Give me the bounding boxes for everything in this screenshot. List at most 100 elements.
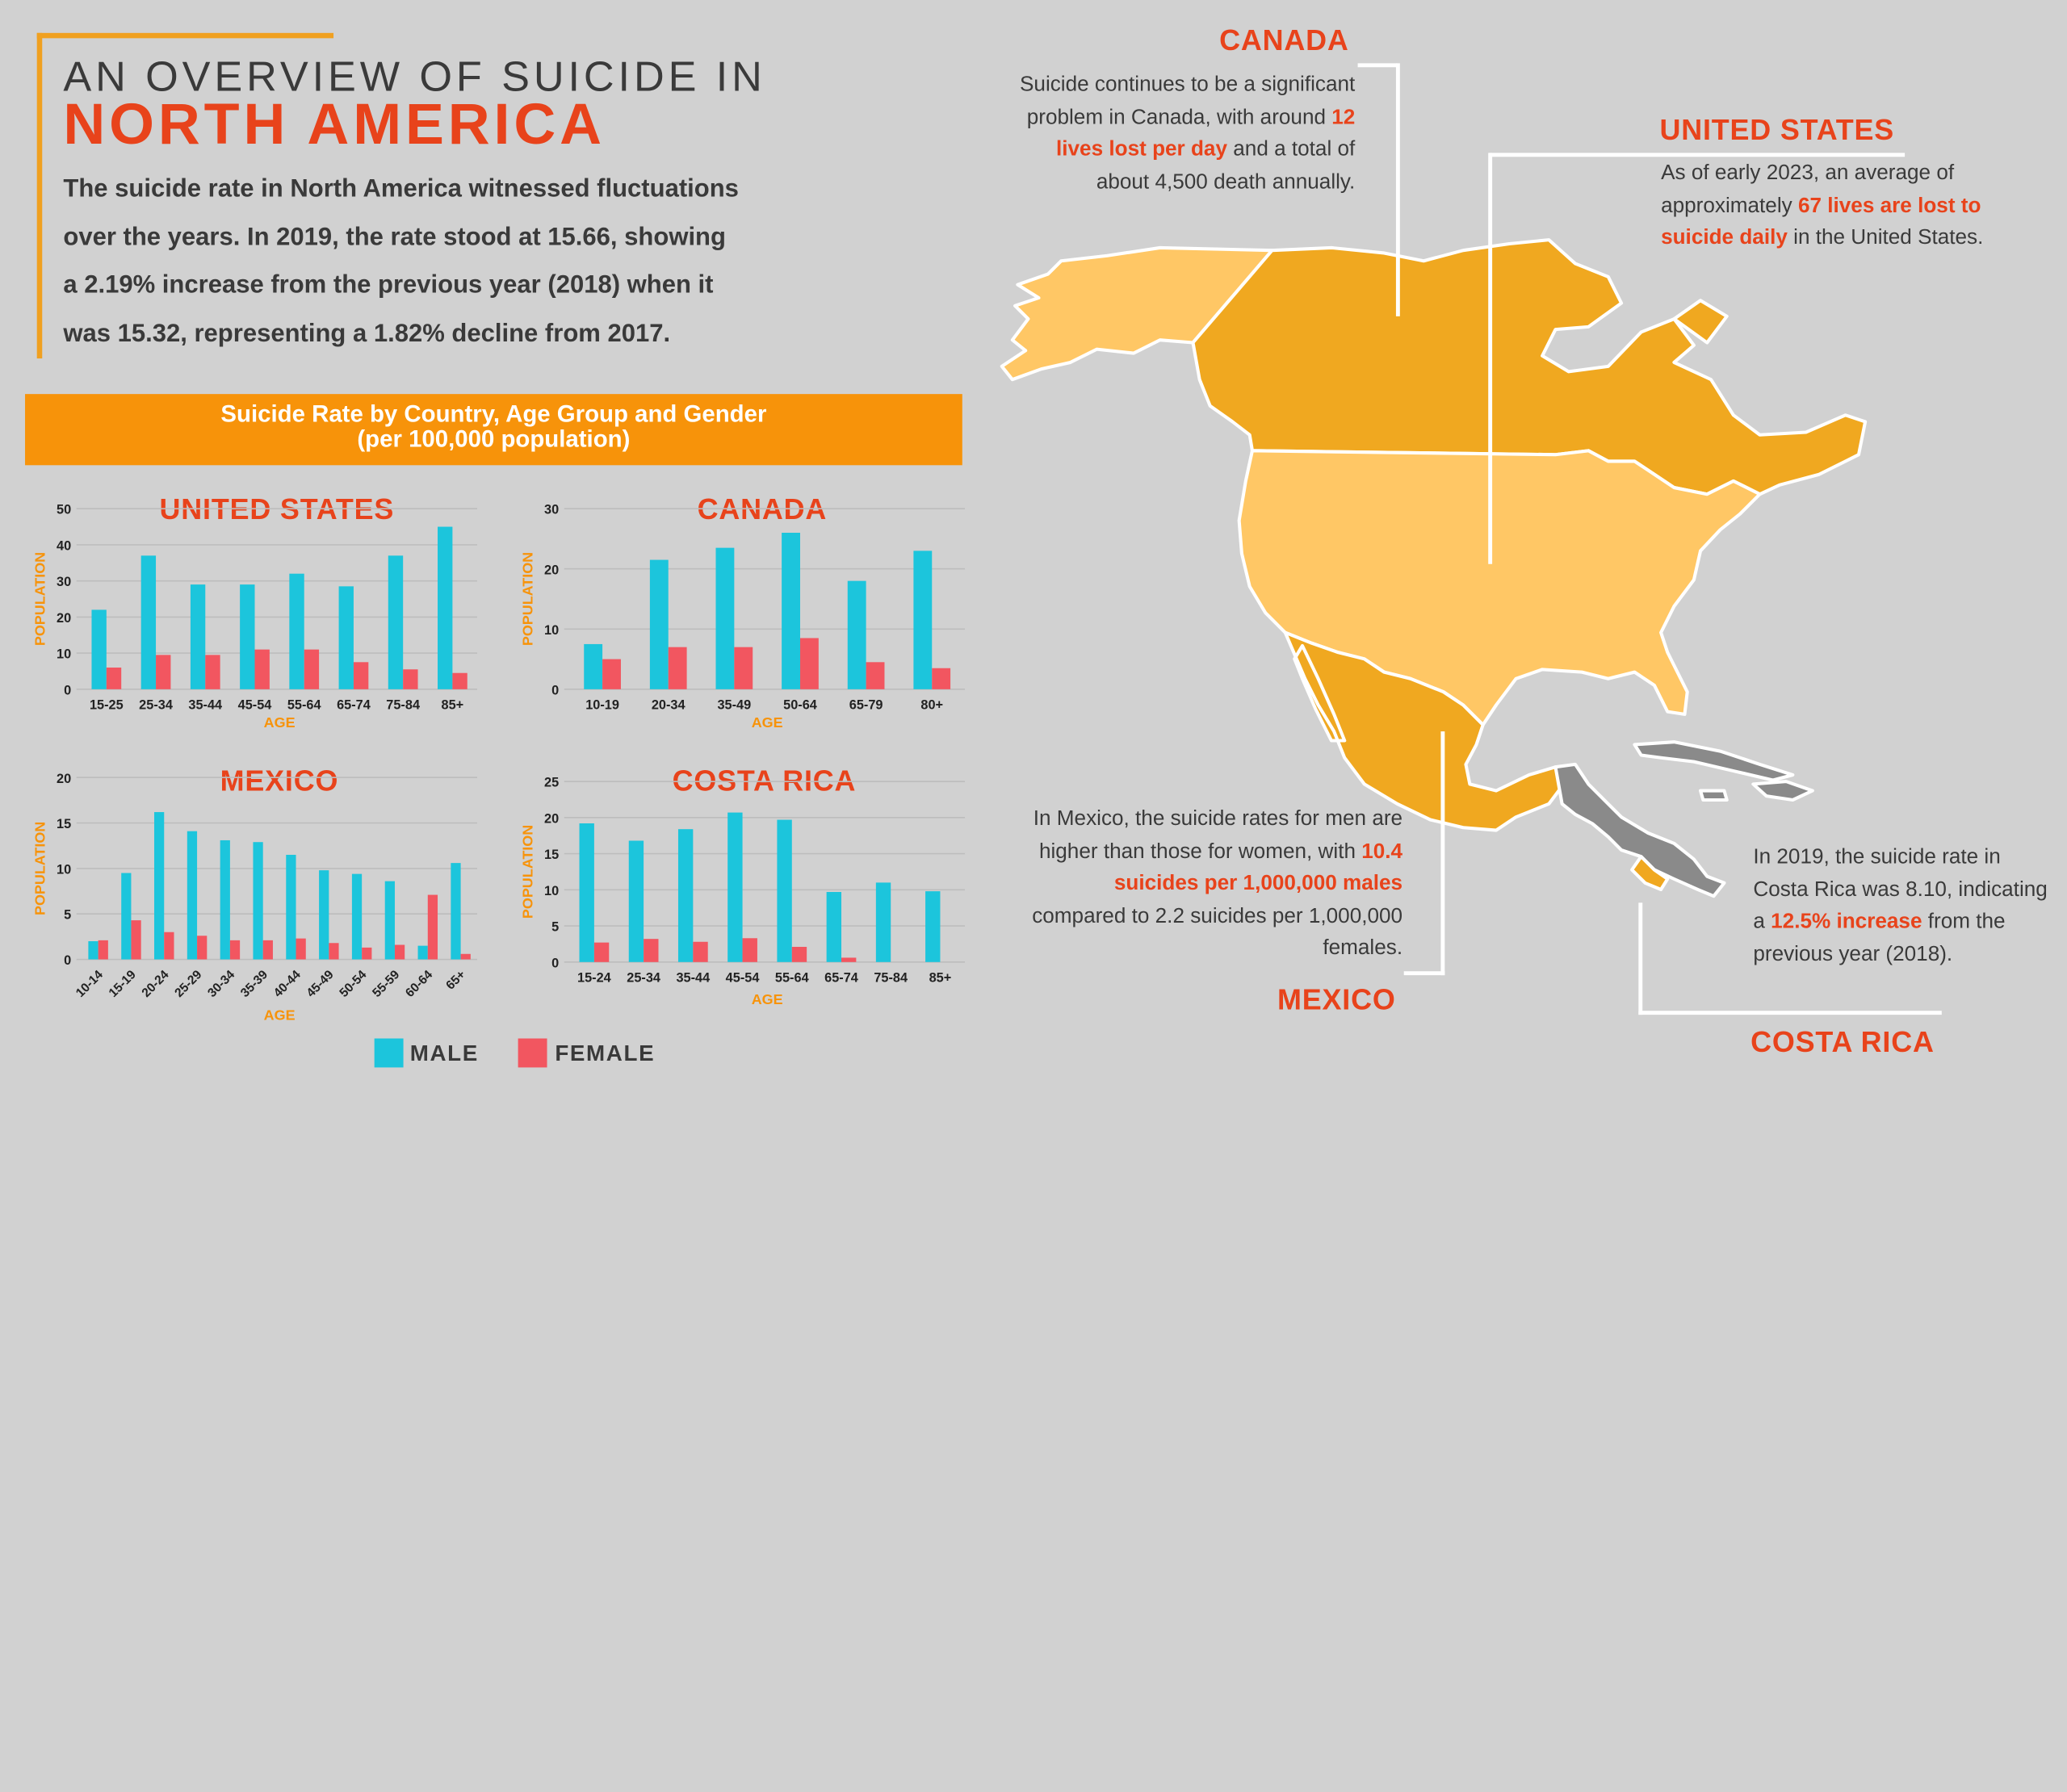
y-axis-label: POPULATION (520, 825, 536, 919)
map-label-united-states: UNITED STATES (1659, 113, 1895, 147)
x-tick-label: 35-44 (188, 697, 222, 712)
intro-line: was 15.32, representing a 1.82% decline … (63, 319, 671, 348)
bar-female (668, 647, 687, 689)
x-tick-label: 65-74 (824, 970, 858, 985)
bar-male (190, 584, 206, 689)
bar-female (644, 939, 659, 962)
x-tick-label: 15-25 (90, 697, 124, 712)
y-tick-label: 0 (64, 953, 71, 968)
bar-male (782, 533, 800, 689)
bar-female (593, 942, 610, 962)
title-frame-left (36, 32, 43, 359)
legend-male-label: MALE (409, 1040, 479, 1066)
bar-male (417, 945, 428, 960)
x-tick-label: 40-44 (271, 968, 304, 1000)
mexico-description: In Mexico, the suicide rates for men are… (1028, 804, 1402, 965)
alaska-region (1000, 245, 1274, 382)
y-tick-label: 40 (57, 538, 71, 553)
chart-title-canada: CANADA (697, 492, 828, 526)
chart-section-banner: Suicide Rate by Country, Age Group and G… (25, 394, 962, 466)
chart-title-mexico: MEXICO (220, 764, 339, 798)
x-tick-label: 20-24 (140, 968, 172, 1000)
bar-female (734, 647, 753, 689)
x-tick-label: 55-59 (370, 968, 402, 1000)
banner-title: Suicide Rate by Country, Age Group and G… (220, 400, 767, 427)
x-tick-label: 45-54 (238, 697, 272, 712)
bar-male (875, 882, 891, 962)
bar-female (866, 662, 885, 689)
map-label-costa-rica: COSTA RICA (1750, 1025, 1935, 1058)
y-tick-label: 0 (551, 956, 559, 970)
mexico-bar-chart: 0 5 10 15 20 10-14 15-19 20-24 25-29 30-34 35-39 40… (32, 772, 478, 1024)
caribbean-island-jamaica (1699, 789, 1729, 802)
costa-rica-connector-v (1638, 902, 1643, 1015)
page-title-line2: NORTH AMERICA (63, 92, 606, 157)
y-tick-label: 30 (544, 503, 559, 517)
costa-rica-text: In 2019, the suicide rate in Costa Rica … (1753, 846, 2048, 933)
bar-male (91, 609, 107, 689)
bar-female (742, 938, 757, 962)
x-tick-label: 50-54 (337, 968, 369, 1000)
bar-male (220, 839, 230, 960)
x-axis-label: AGE (752, 714, 783, 731)
intro-line: a 2.19% increase from the previous year … (63, 271, 714, 299)
x-tick-label: 15-19 (107, 968, 139, 1000)
banner-subtitle: (per 100,000 population) (357, 425, 631, 452)
bar-male (88, 941, 99, 960)
y-tick-label: 20 (57, 611, 71, 626)
x-tick-label: 75-84 (386, 697, 420, 712)
bar-female (353, 662, 369, 689)
bar-male (925, 891, 941, 962)
bar-female (841, 957, 857, 962)
us-connector-v (1488, 153, 1493, 564)
legend-male-swatch (374, 1038, 404, 1068)
mexico-connector-v (1440, 731, 1445, 976)
intro-line: The suicide rate in North America witnes… (63, 175, 739, 203)
legend-female-label: FEMALE (555, 1040, 656, 1066)
bar-male (826, 892, 842, 962)
x-tick-label: 45-54 (726, 970, 760, 985)
canada-connector-h (1357, 63, 1398, 68)
x-tick-label: 35-39 (238, 968, 270, 1000)
canada-highlight: 12 lives lost per day (1056, 106, 1356, 161)
x-tick-label: 20-34 (652, 697, 686, 712)
bar-male (289, 573, 304, 689)
bar-male (451, 863, 461, 960)
x-tick-label: 35-44 (676, 970, 710, 985)
x-tick-label: 15-24 (577, 970, 611, 985)
x-axis-label: AGE (752, 991, 783, 1007)
central-america-region (1553, 762, 1726, 898)
y-tick-label: 10 (544, 623, 559, 638)
bar-male (628, 840, 644, 962)
x-tick-label: 50-64 (783, 697, 817, 712)
x-tick-label: 25-29 (172, 968, 204, 1000)
bar-male (154, 812, 165, 960)
bar-male (240, 584, 255, 689)
bar-female (693, 941, 708, 962)
mexico-connector-h (1403, 971, 1445, 976)
caribbean-island-hispaniola (1751, 780, 1814, 802)
bar-female (427, 894, 438, 960)
bar-male (677, 829, 694, 962)
x-axis-label: AGE (264, 714, 296, 731)
costa-rica-description: In 2019, the suicide rate in Costa Rica … (1753, 842, 2049, 971)
y-tick-label: 5 (64, 908, 71, 923)
x-tick-label: 65-74 (337, 697, 371, 712)
legend-female-swatch (518, 1038, 547, 1068)
bar-male (777, 819, 792, 962)
y-tick-label: 0 (551, 683, 559, 697)
us-highlight: 67 lives are lost to suicide daily (1661, 194, 1981, 249)
bar-female (156, 655, 171, 689)
bar-female (452, 672, 467, 689)
us-connector-h (1489, 153, 1906, 157)
y-tick-label: 5 (551, 920, 559, 935)
canada-bar-chart: 0 10 20 30 10-19 20-34 35-49 50-64 65-79 80+ AGE PO… (520, 503, 966, 731)
map-label-canada: CANADA (1219, 23, 1349, 57)
y-tick-label: 15 (544, 848, 559, 862)
y-tick-label: 10 (544, 884, 559, 898)
bar-male (351, 873, 363, 960)
y-axis-label: POPULATION (32, 552, 48, 646)
costa-rica-connector-h (1638, 1011, 1942, 1015)
bar-female (602, 659, 621, 689)
costa-rica-bar-chart: 0 5 10 15 20 25 15-24 25-34 35-44 45-54 55-64 65-74… (520, 776, 966, 1007)
